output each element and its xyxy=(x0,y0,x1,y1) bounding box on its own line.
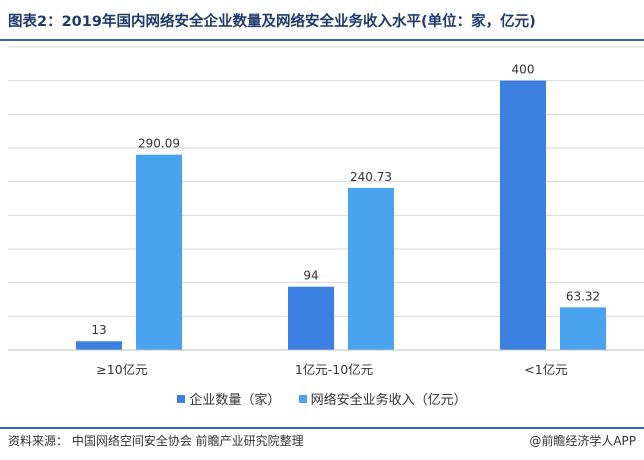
x-tick-label: ≥10亿元 xyxy=(96,362,147,377)
title-rule xyxy=(0,39,644,41)
x-tick-label: <1亿元 xyxy=(524,362,567,377)
legend: 企业数量（家） 网络安全业务收入（亿元） xyxy=(0,389,644,408)
bar-series-1 xyxy=(500,80,546,350)
bar-series-1 xyxy=(288,286,334,350)
source-note: 资料来源： 中国网络空间安全协会 前瞻产业研究院整理 xyxy=(8,434,304,448)
bar-value-label: 240.73 xyxy=(350,170,392,184)
brand-credit: @前瞻经济学人APP xyxy=(529,434,636,448)
legend-label-series-2: 网络安全业务收入（亿元） xyxy=(310,393,467,408)
legend-label-series-1: 企业数量（家） xyxy=(189,393,281,408)
bar-value-label: 290.09 xyxy=(138,137,180,151)
bar-value-label: 13 xyxy=(91,323,106,337)
bar-series-2 xyxy=(560,307,606,350)
footer-rule xyxy=(0,427,644,429)
bar-value-label: 94 xyxy=(303,269,318,283)
legend-item-series-2: 网络安全业务收入（亿元） xyxy=(298,389,467,408)
bar-series-2 xyxy=(136,154,182,350)
bar-series-1 xyxy=(76,341,122,350)
chart-title: 图表2：2019年国内网络安全企业数量及网络安全业务收入水平(单位：家，亿元) xyxy=(8,14,536,30)
bar-chart: 13 290.09 ≥10亿元 94 240.73 1亿元-10亿元 400 63.32 <1亿… xyxy=(8,46,644,377)
x-tick-label: 1亿元-10亿元 xyxy=(295,362,373,377)
legend-swatch-series-2 xyxy=(298,394,307,403)
legend-item-series-1: 企业数量（家） xyxy=(177,389,280,408)
bar-series-2 xyxy=(348,187,394,350)
bar-value-label: 400 xyxy=(512,63,535,77)
legend-swatch-series-1 xyxy=(177,394,186,403)
bar-value-label: 63.32 xyxy=(566,289,600,303)
